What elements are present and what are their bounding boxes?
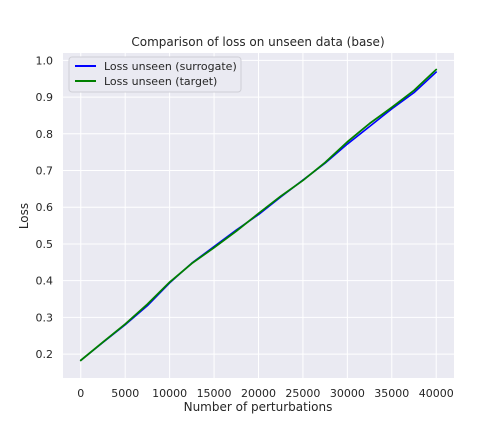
x-tick-labels: 0 5000 10000 15000 20000 25000 30000 35000 40000 — [77, 387, 453, 400]
x-axis-label: Number of perturbations — [184, 400, 333, 414]
x-tick-label: 15000 — [197, 387, 232, 400]
x-tick-label: 10000 — [152, 387, 187, 400]
y-tick-label: 0.9 — [36, 91, 54, 104]
y-tick-label: 0.4 — [36, 275, 54, 288]
legend-label-surrogate: Loss unseen (surrogate) — [104, 60, 237, 73]
y-tick-label: 0.2 — [36, 348, 54, 361]
series-layer — [79, 68, 438, 362]
chart-title: Comparison of loss on unseen data (base) — [131, 35, 384, 49]
y-tick-label: 0.7 — [36, 165, 54, 178]
series-line-target — [79, 68, 438, 362]
x-tick-label: 20000 — [241, 387, 276, 400]
x-tick-label: 0 — [77, 387, 84, 400]
x-tick-label: 35000 — [374, 387, 409, 400]
y-tick-label: 0.6 — [36, 201, 54, 214]
legend-label-target: Loss unseen (target) — [104, 75, 217, 88]
y-tick-label: 1.0 — [36, 54, 54, 67]
x-tick-label: 5000 — [111, 387, 139, 400]
x-tick-label: 25000 — [285, 387, 320, 400]
y-axis-label: Loss — [17, 203, 31, 229]
y-tick-label: 0.5 — [36, 238, 54, 251]
y-tick-label: 0.8 — [36, 128, 54, 141]
y-tick-labels: 0.2 0.3 0.4 0.5 0.6 0.7 0.8 0.9 1.0 — [36, 54, 54, 361]
legend: Loss unseen (surrogate) Loss unseen (tar… — [68, 56, 242, 93]
x-tick-label: 40000 — [419, 387, 454, 400]
y-tick-label: 0.3 — [36, 311, 54, 324]
x-tick-label: 30000 — [330, 387, 365, 400]
legend-box — [68, 56, 242, 93]
